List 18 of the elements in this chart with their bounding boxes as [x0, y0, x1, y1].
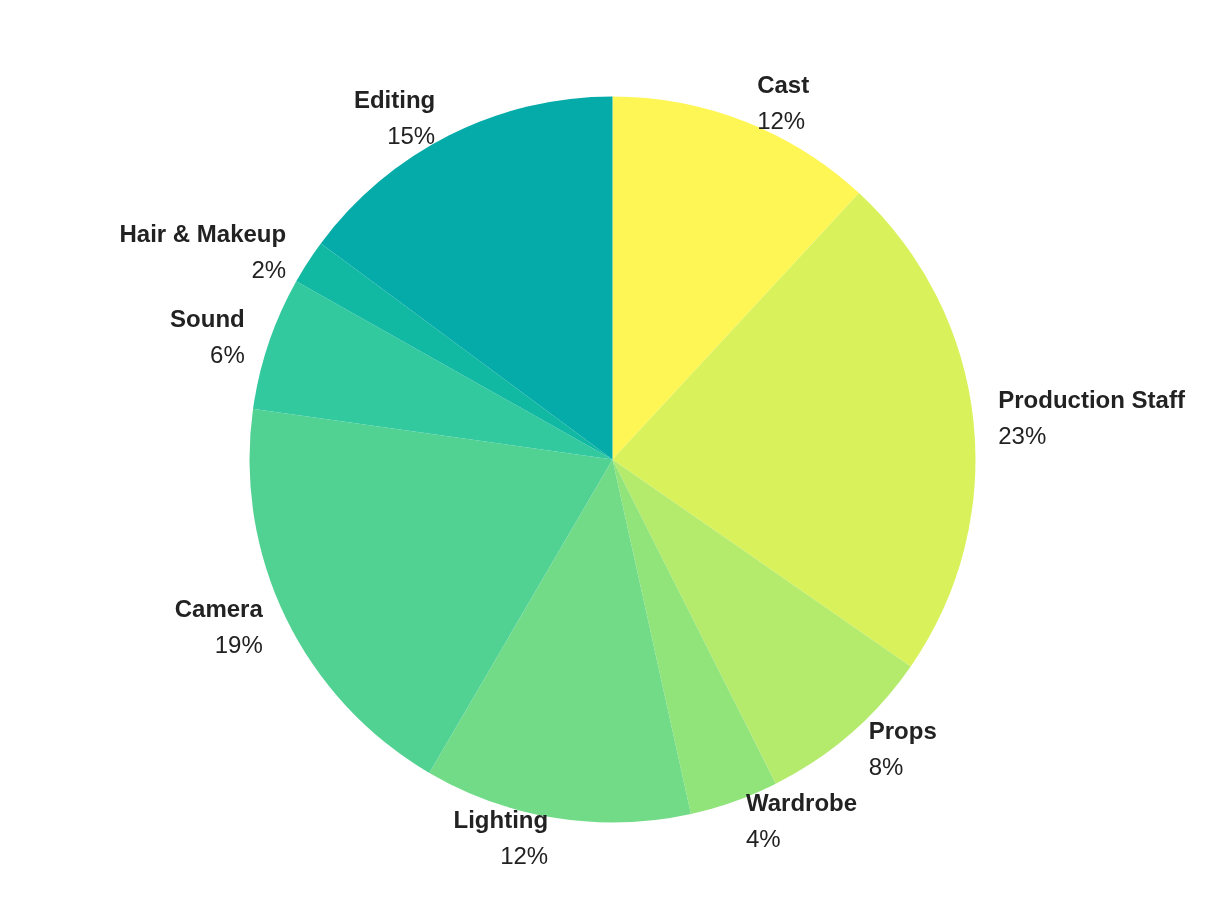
- slice-label: Editing: [353, 85, 436, 113]
- slice-label: Sound: [170, 305, 245, 333]
- slice-label: Hair & Makeup: [119, 219, 287, 247]
- slice-label: Lighting: [453, 806, 549, 834]
- data-label: 15%: [387, 121, 436, 149]
- data-label: 19%: [214, 630, 263, 658]
- slice-label: Camera: [174, 594, 264, 622]
- slice-label: Props: [868, 717, 937, 745]
- data-label: 4%: [746, 824, 781, 852]
- data-label: 23%: [998, 422, 1047, 450]
- slice-label: Cast: [757, 71, 810, 99]
- data-label: 12%: [500, 842, 549, 870]
- slice-label: Wardrobe: [746, 788, 858, 816]
- data-label: 2%: [251, 255, 287, 283]
- slice-label: Production Staff: [998, 386, 1186, 414]
- data-label: 8%: [868, 753, 904, 781]
- data-label: 6%: [210, 341, 245, 369]
- data-label: 12%: [757, 107, 806, 135]
